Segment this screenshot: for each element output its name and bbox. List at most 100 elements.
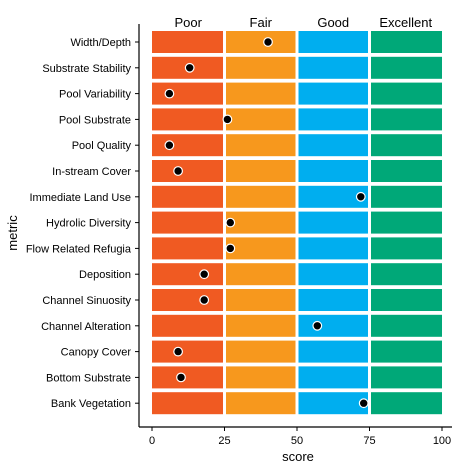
y-tick-label: Bank Vegetation xyxy=(51,398,131,410)
y-tick-labels: Width/Depth Substrate Stability Pool Varia… xyxy=(26,37,139,410)
band-cell-fair xyxy=(226,392,296,415)
band-cell-good xyxy=(298,340,368,363)
data-point xyxy=(173,346,184,357)
band-cell-poor xyxy=(152,82,223,105)
data-point xyxy=(173,166,184,176)
band-cell-poor xyxy=(152,314,223,337)
data-point xyxy=(222,114,233,125)
data-point xyxy=(184,62,195,73)
band-labels: Poor Fair Good Excellent xyxy=(175,15,433,30)
band-cell-excellent xyxy=(371,237,442,260)
data-point xyxy=(225,217,236,228)
band-cell-poor xyxy=(152,237,223,260)
band-cell-excellent xyxy=(371,314,442,337)
band-cell-good xyxy=(298,134,368,157)
band-cell-fair xyxy=(226,340,296,363)
data-point xyxy=(312,320,323,331)
band-cell-good xyxy=(298,289,368,311)
band-cell-fair xyxy=(226,160,296,182)
band-cell-fair xyxy=(226,211,296,234)
band-cell-good xyxy=(298,108,368,131)
band-cell-good xyxy=(298,56,368,79)
band-cell-poor xyxy=(152,160,223,182)
band-cell-poor xyxy=(152,31,223,53)
band-cell-excellent xyxy=(371,289,442,311)
band-cell-fair xyxy=(226,314,296,337)
x-tick-labels: 0 25 50 75 100 xyxy=(149,427,451,447)
band-cell-good xyxy=(298,82,368,105)
band-cell-fair xyxy=(226,237,296,260)
y-tick-label: Bottom Substrate xyxy=(46,372,131,384)
band-cell-excellent xyxy=(371,392,442,415)
band-cell-poor xyxy=(152,108,223,131)
y-tick-label: Channel Sinuosity xyxy=(42,295,131,307)
band-cell-excellent xyxy=(371,31,442,53)
band-label-good: Good xyxy=(317,15,349,30)
y-tick-label: Hydrolic Diversity xyxy=(46,218,131,230)
data-point xyxy=(176,372,186,383)
band-cell-fair xyxy=(226,108,296,131)
x-tick-label: 75 xyxy=(363,435,375,447)
band-cell-good xyxy=(298,31,368,53)
y-tick-label: Flow Related Refugia xyxy=(26,243,132,255)
y-tick-label: Pool Quality xyxy=(72,140,132,152)
data-point xyxy=(164,140,175,151)
band-cell-excellent xyxy=(371,56,442,79)
data-point xyxy=(225,243,236,254)
band-cell-fair xyxy=(226,185,296,208)
band-cell-poor xyxy=(152,289,223,311)
band-cell-poor xyxy=(152,134,223,157)
data-point xyxy=(199,269,210,280)
band-cell-fair xyxy=(226,56,296,79)
band-cell-good xyxy=(298,185,368,208)
band-cell-good xyxy=(298,211,368,234)
data-point xyxy=(164,88,175,99)
y-tick-label: Substrate Stability xyxy=(42,63,131,75)
x-tick-label: 25 xyxy=(218,435,230,447)
band-cell-excellent xyxy=(371,160,442,182)
band-cell-excellent xyxy=(371,263,442,286)
band-cell-fair xyxy=(226,289,296,311)
y-tick-label: Canopy Cover xyxy=(61,347,132,359)
band-cell-good xyxy=(298,392,368,415)
band-cell-excellent xyxy=(371,108,442,131)
y-tick-label: In-stream Cover xyxy=(52,166,131,178)
band-cell-fair xyxy=(226,263,296,286)
band-cell-good xyxy=(298,366,368,389)
band-cell-excellent xyxy=(371,185,442,208)
band-cell-fair xyxy=(226,134,296,157)
band-cell-excellent xyxy=(371,366,442,389)
band-cell-poor xyxy=(152,340,223,363)
band-cell-fair xyxy=(226,31,296,53)
x-tick-label: 100 xyxy=(433,435,451,447)
band-cell-poor xyxy=(152,366,223,389)
band-cell-excellent xyxy=(371,340,442,363)
y-tick-label: Immediate Land Use xyxy=(30,192,132,204)
y-tick-label: Channel Alteration xyxy=(41,321,131,333)
data-point xyxy=(263,37,273,47)
y-tick-label: Deposition xyxy=(79,269,131,281)
x-axis-title: score xyxy=(282,449,314,464)
band-cell-poor xyxy=(152,211,223,234)
data-points xyxy=(164,37,369,409)
band-cell-poor xyxy=(152,185,223,208)
band-cell-poor xyxy=(152,392,223,415)
x-tick-label: 0 xyxy=(149,435,155,447)
band-cell-fair xyxy=(226,366,296,389)
band-cell-excellent xyxy=(371,211,442,234)
band-cell-good xyxy=(298,237,368,260)
score-bands xyxy=(152,31,442,415)
x-tick-label: 50 xyxy=(291,435,303,447)
band-cell-poor xyxy=(152,263,223,286)
data-point xyxy=(355,191,366,202)
data-point xyxy=(199,295,210,305)
band-cell-excellent xyxy=(371,82,442,105)
band-label-fair: Fair xyxy=(250,15,273,30)
band-cell-excellent xyxy=(371,134,442,157)
band-cell-good xyxy=(298,314,368,337)
y-tick-label: Pool Substrate xyxy=(59,114,131,126)
band-label-excellent: Excellent xyxy=(379,15,432,30)
data-point xyxy=(358,398,369,409)
axes xyxy=(138,24,452,428)
y-tick-label: Width/Depth xyxy=(70,37,131,49)
